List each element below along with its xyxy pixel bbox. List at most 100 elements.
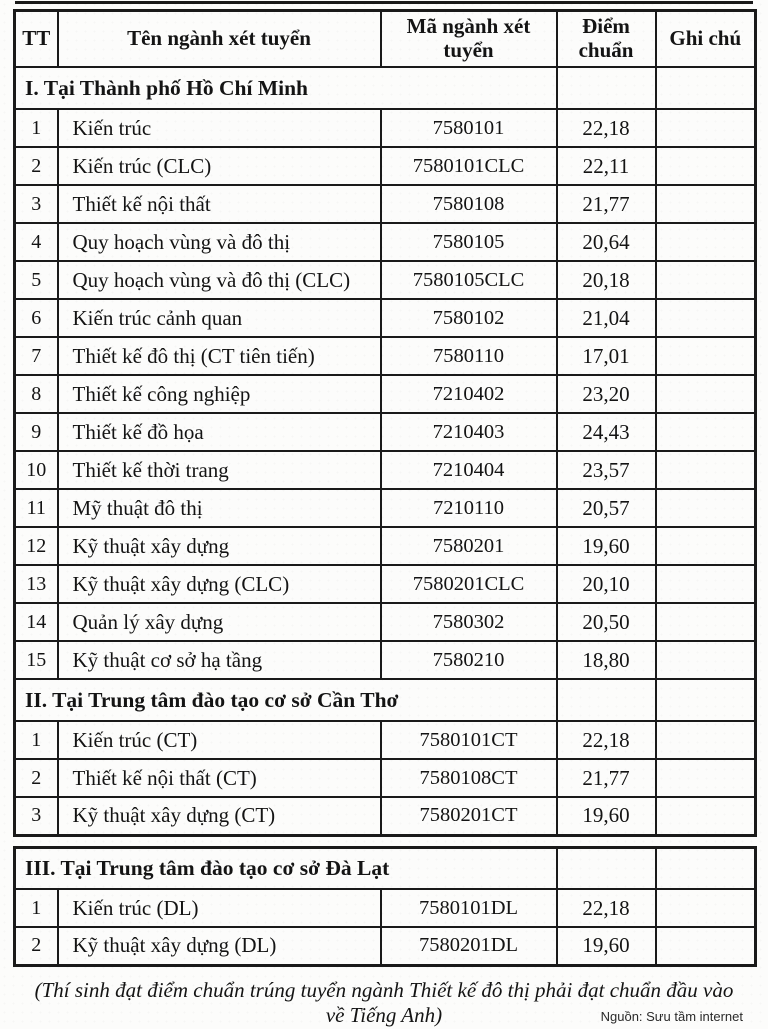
- table-row: 11 Mỹ thuật đô thị 7210110 20,57: [13, 488, 757, 528]
- major-name-cell: Kiến trúc (DL): [56, 888, 382, 928]
- benchmark-score-cell: 23,20: [555, 374, 657, 414]
- row-index-cell: 5: [13, 260, 59, 300]
- table-row: 1 Kiến trúc (DL) 7580101DL 22,18: [13, 888, 757, 928]
- major-name-cell: Thiết kế đô thị (CT tiên tiến): [56, 336, 382, 376]
- note-cell: [654, 108, 757, 148]
- table-row: 12 Kỹ thuật xây dựng 7580201 19,60: [13, 526, 757, 566]
- row-index-cell: 4: [13, 222, 59, 262]
- table-row: 3 Kỹ thuật xây dựng (CT) 7580201CT 19,60: [13, 796, 757, 836]
- benchmark-score-cell: 17,01: [555, 336, 657, 376]
- table-row: 13 Kỹ thuật xây dựng (CLC) 7580201CLC 20,10: [13, 564, 757, 604]
- benchmark-score-cell: 24,43: [555, 412, 657, 452]
- benchmark-score-cell: 21,04: [555, 298, 657, 338]
- section-empty-score-cell: [555, 846, 657, 890]
- major-name-cell: Kỹ thuật cơ sở hạ tầng: [56, 640, 382, 680]
- note-cell: [654, 758, 757, 798]
- note-cell: [654, 146, 757, 186]
- major-name-cell: Mỹ thuật đô thị: [56, 488, 382, 528]
- col-header-ma: Mã ngành xét tuyển: [379, 9, 558, 68]
- table-row: 1 Kiến trúc (CT) 7580101CT 22,18: [13, 720, 757, 760]
- major-code-cell: 7580201CT: [379, 796, 558, 836]
- major-code-cell: 7580110: [379, 336, 558, 376]
- table-row: 9 Thiết kế đồ họa 7210403 24,43: [13, 412, 757, 452]
- section-title: I. Tại Thành phố Hồ Chí Minh: [13, 66, 558, 110]
- note-cell: [654, 926, 757, 966]
- table-row: 15 Kỹ thuật cơ sở hạ tầng 7580210 18,80: [13, 640, 757, 680]
- section-header-row: I. Tại Thành phố Hồ Chí Minh: [13, 66, 757, 110]
- major-code-cell: 7580101: [379, 108, 558, 148]
- table-row: 2 Kỹ thuật xây dựng (DL) 7580201DL 19,60: [13, 926, 757, 966]
- note-cell: [654, 412, 757, 452]
- note-cell: [654, 374, 757, 414]
- major-code-cell: 7580101CLC: [379, 146, 558, 186]
- note-cell: [654, 298, 757, 338]
- table-row: 8 Thiết kế công nghiệp 7210402 23,20: [13, 374, 757, 414]
- admission-scores-table-dalat: III. Tại Trung tâm đào tạo cơ sở Đà Lạt 1…: [13, 845, 758, 967]
- row-index-cell: 11: [13, 488, 59, 528]
- benchmark-score-cell: 20,18: [555, 260, 657, 300]
- major-name-cell: Thiết kế nội thất: [56, 184, 382, 224]
- row-index-cell: 14: [13, 602, 59, 642]
- row-index-cell: 2: [13, 146, 59, 186]
- major-name-cell: Kiến trúc: [56, 108, 382, 148]
- major-name-cell: Quy hoạch vùng và đô thị (CLC): [56, 260, 382, 300]
- major-code-cell: 7580108: [379, 184, 558, 224]
- benchmark-score-cell: 23,57: [555, 450, 657, 490]
- row-index-cell: 13: [13, 564, 59, 604]
- major-name-cell: Kiến trúc (CLC): [56, 146, 382, 186]
- section-header-row: II. Tại Trung tâm đào tạo cơ sở Cần Thơ: [13, 678, 757, 722]
- benchmark-score-cell: 21,77: [555, 758, 657, 798]
- benchmark-score-cell: 21,77: [555, 184, 657, 224]
- row-index-cell: 1: [13, 108, 59, 148]
- note-cell: [654, 336, 757, 376]
- table-row: 1 Kiến trúc 7580101 22,18: [13, 108, 757, 148]
- table-row: 10 Thiết kế thời trang 7210404 23,57: [13, 450, 757, 490]
- table-row: 4 Quy hoạch vùng và đô thị 7580105 20,64: [13, 222, 757, 262]
- benchmark-score-cell: 22,11: [555, 146, 657, 186]
- major-code-cell: 7210402: [379, 374, 558, 414]
- row-index-cell: 15: [13, 640, 59, 680]
- table-body-hcm-cantho: I. Tại Thành phố Hồ Chí Minh 1 Kiến trúc 75…: [13, 66, 757, 836]
- note-cell: [654, 564, 757, 604]
- row-index-cell: 2: [13, 758, 59, 798]
- benchmark-score-cell: 20,10: [555, 564, 657, 604]
- row-index-cell: 6: [13, 298, 59, 338]
- english-requirement-footnote: (Thí sinh đạt điểm chuẩn trúng tuyển ngà…: [34, 977, 734, 1028]
- table-body-dalat: III. Tại Trung tâm đào tạo cơ sở Đà Lạt 1…: [13, 846, 757, 966]
- table-row: 7 Thiết kế đô thị (CT tiên tiến) 7580110 17…: [13, 336, 757, 376]
- section-empty-note-cell: [654, 66, 757, 110]
- note-cell: [654, 796, 757, 836]
- source-credit: Nguồn: Sưu tầm internet: [600, 1008, 743, 1024]
- major-name-cell: Quản lý xây dựng: [56, 602, 382, 642]
- note-cell: [654, 720, 757, 760]
- benchmark-score-cell: 22,18: [555, 108, 657, 148]
- table-row: 3 Thiết kế nội thất 7580108 21,77: [13, 184, 757, 224]
- row-index-cell: 10: [13, 450, 59, 490]
- page-top-rule: [15, 1, 753, 4]
- note-cell: [654, 602, 757, 642]
- section-title: II. Tại Trung tâm đào tạo cơ sở Cần Thơ: [13, 678, 558, 722]
- row-index-cell: 1: [13, 720, 59, 760]
- table-block-gap: [13, 837, 755, 846]
- major-name-cell: Thiết kế đồ họa: [56, 412, 382, 452]
- row-index-cell: 1: [13, 888, 59, 928]
- benchmark-score-cell: 19,60: [555, 526, 657, 566]
- note-cell: [654, 260, 757, 300]
- major-code-cell: 7580101DL: [379, 888, 558, 928]
- header-row: TT Tên ngành xét tuyển Mã ngành xét tuyể…: [13, 9, 757, 68]
- note-cell: [654, 488, 757, 528]
- major-name-cell: Kỹ thuật xây dựng (CT): [56, 796, 382, 836]
- benchmark-score-cell: 20,50: [555, 602, 657, 642]
- section-empty-note-cell: [654, 678, 757, 722]
- benchmark-score-cell: 18,80: [555, 640, 657, 680]
- section-header-row: III. Tại Trung tâm đào tạo cơ sở Đà Lạt: [13, 846, 757, 890]
- major-code-cell: 7580101CT: [379, 720, 558, 760]
- note-cell: [654, 526, 757, 566]
- row-index-cell: 8: [13, 374, 59, 414]
- note-cell: [654, 640, 757, 680]
- major-code-cell: 7580302: [379, 602, 558, 642]
- row-index-cell: 3: [13, 184, 59, 224]
- major-code-cell: 7580210: [379, 640, 558, 680]
- benchmark-score-cell: 22,18: [555, 720, 657, 760]
